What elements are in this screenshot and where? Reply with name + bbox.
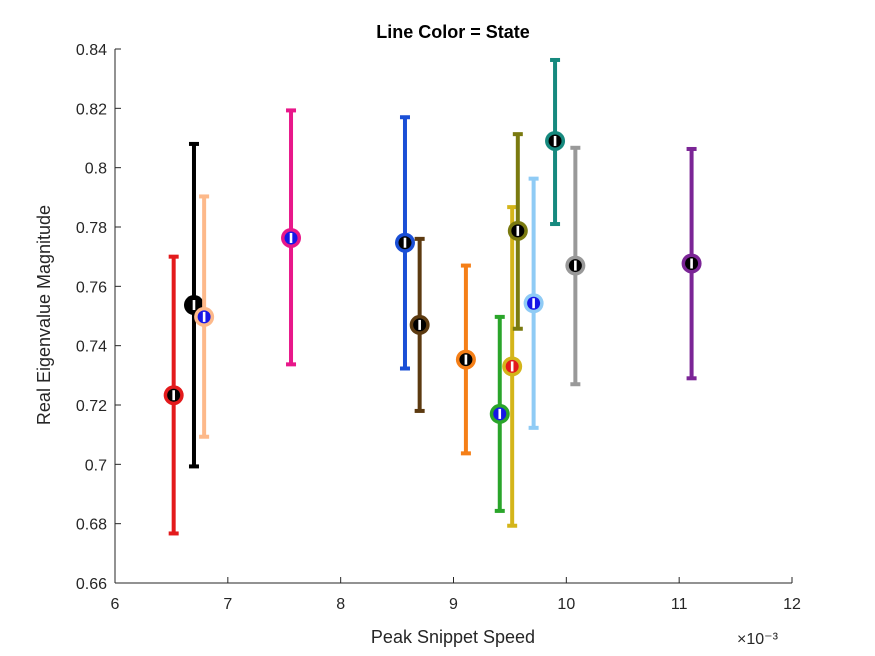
- y-tick-label: 0.82: [76, 101, 107, 118]
- marker-highlight: [574, 260, 577, 271]
- y-tick-label: 0.72: [76, 398, 107, 415]
- y-tick-label: 0.74: [76, 339, 107, 356]
- y-tick-label: 0.68: [76, 517, 107, 534]
- plot-area: 6 7 8 9 10 11 12 0.66 0.68 0.7 0.72 0.74 0.76 0.78 0.8…: [76, 42, 801, 613]
- x-tick-label: 7: [223, 596, 232, 613]
- y-tick-label: 0.66: [76, 576, 107, 593]
- x-tick-label: 6: [111, 596, 120, 613]
- y-tick-label: 0.7: [85, 457, 107, 474]
- x-tick-label: 8: [336, 596, 345, 613]
- y-axis-label: Real Eigenvalue Magnitude: [34, 205, 54, 425]
- marker-highlight: [510, 361, 514, 372]
- x-axis-label: Peak Snippet Speed: [371, 627, 535, 647]
- marker-highlight: [516, 225, 520, 236]
- x-tick-label: 10: [557, 596, 575, 613]
- x-tick-label: 9: [449, 596, 458, 613]
- marker-highlight: [192, 300, 196, 311]
- x-tick-label: 11: [671, 596, 688, 613]
- y-tick-label: 0.76: [76, 279, 107, 296]
- x-tick-label: 12: [783, 596, 801, 613]
- chart-title: Line Color = State: [376, 22, 530, 42]
- marker-highlight: [202, 311, 206, 322]
- y-tick-label: 0.84: [76, 42, 107, 59]
- marker-highlight: [418, 319, 421, 330]
- y-tick-label: 0.8: [85, 161, 107, 178]
- marker-highlight: [464, 354, 468, 365]
- marker-highlight: [690, 258, 693, 269]
- y-tick-label: 0.78: [76, 220, 107, 237]
- marker-highlight: [289, 232, 293, 243]
- marker-highlight: [532, 298, 535, 309]
- marker-highlight: [403, 237, 407, 248]
- marker-highlight: [498, 408, 502, 419]
- marker-highlight: [553, 135, 557, 146]
- x-axis-multiplier: ×10⁻³: [737, 631, 779, 648]
- marker-highlight: [172, 390, 175, 401]
